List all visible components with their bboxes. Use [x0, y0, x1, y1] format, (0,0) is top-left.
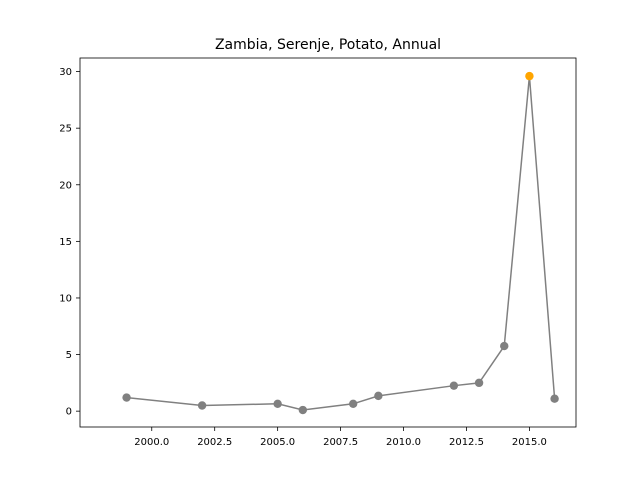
x-tick-label: 2010.0: [386, 437, 421, 448]
data-point: [273, 399, 282, 408]
data-point: [298, 405, 308, 415]
axes-frame: [79, 57, 577, 428]
x-tick-label: 2005.0: [260, 437, 295, 448]
data-point: [197, 401, 207, 410]
x-tick-label: 2000.0: [134, 437, 169, 448]
data-point: [348, 399, 358, 408]
plot-area: [122, 71, 559, 415]
x-tick-label: 2015.0: [512, 437, 547, 448]
y-tick-label: 0: [66, 407, 72, 418]
data-point: [449, 381, 459, 390]
x-tick-label: 2007.5: [323, 437, 358, 448]
data-point: [500, 341, 509, 351]
y-tick-label: 15: [59, 237, 72, 248]
data-point: [374, 391, 383, 401]
highlighted-data-point: [525, 71, 534, 81]
y-tick-label: 30: [59, 67, 72, 78]
y-tick-label: 20: [59, 180, 72, 191]
data-point: [550, 394, 559, 403]
y-tick-label: 25: [59, 124, 72, 135]
y-tick-label: 5: [66, 350, 72, 361]
data-point: [122, 393, 131, 402]
y-tick-label: 10: [59, 293, 72, 304]
x-tick-label: 2012.5: [449, 437, 484, 448]
chart-title: Zambia, Serenje, Potato, Annual: [215, 37, 441, 53]
data-point: [474, 378, 484, 388]
x-tick-label: 2002.5: [197, 437, 232, 448]
